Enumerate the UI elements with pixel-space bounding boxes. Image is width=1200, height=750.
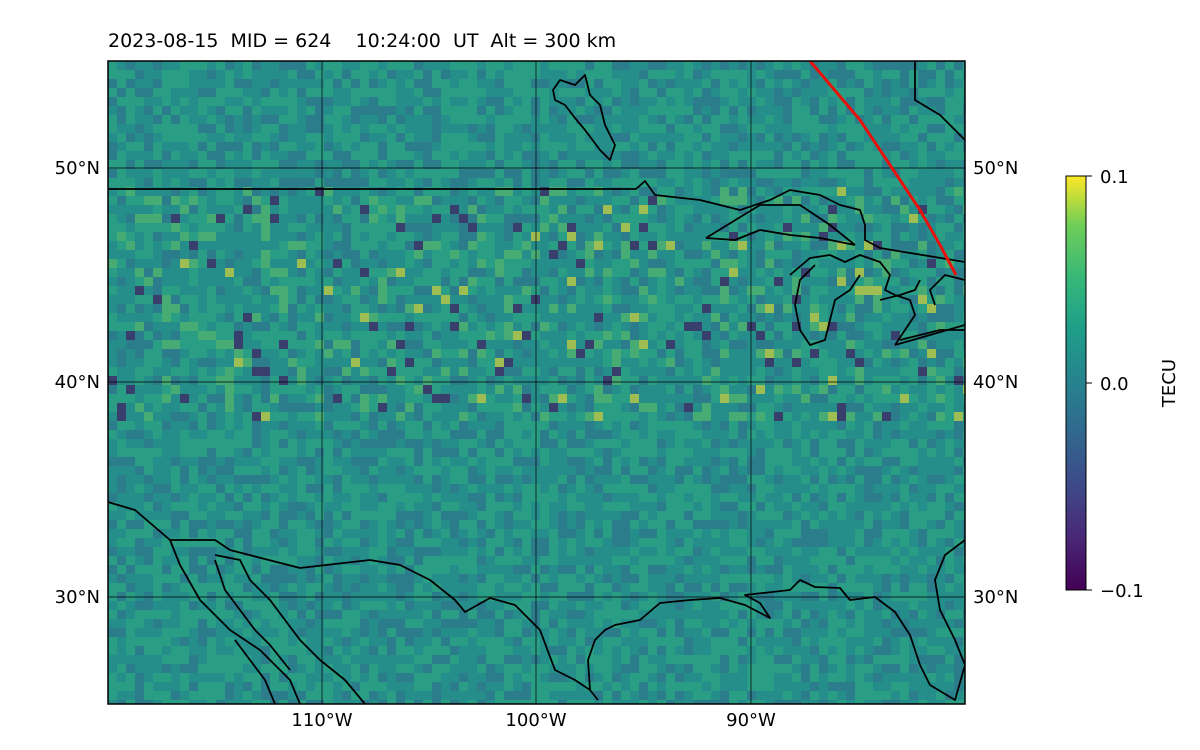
lat-labels-left: 50°N 40°N 30°N <box>55 158 100 608</box>
colorbar-gradient <box>1065 175 1087 591</box>
lat-label-left: 50°N <box>55 158 100 179</box>
lat-labels-right: 50°N 40°N 30°N <box>973 158 1018 608</box>
lat-label-right: 50°N <box>973 158 1018 179</box>
lat-label-left: 40°N <box>55 372 100 393</box>
colorbar-tick-min: −0.1 <box>1100 581 1144 602</box>
lon-label: 100°W <box>505 710 566 731</box>
colorbar-tick-max: 0.1 <box>1100 167 1129 188</box>
lat-label-right: 30°N <box>973 587 1018 608</box>
tec-data-cells <box>108 61 965 704</box>
map-frame <box>107 60 966 705</box>
colorbar-label: TECU <box>1159 359 1180 408</box>
terminator-line <box>808 61 958 276</box>
lon-label: 90°W <box>726 710 776 731</box>
colorbar-tick-zero: 0.0 <box>1100 374 1129 395</box>
lat-label-left: 30°N <box>55 587 100 608</box>
lat-label-right: 40°N <box>973 372 1018 393</box>
coastlines <box>108 61 965 704</box>
map-title: 2023-08-15 MID = 624 10:24:00 UT Alt = 3… <box>108 30 617 52</box>
graticule <box>108 61 965 704</box>
colorbar: 0.1 0.0 −0.1 TECU <box>1065 167 1180 602</box>
lon-labels: 110°W 100°W 90°W <box>291 710 776 731</box>
lon-label: 110°W <box>291 710 352 731</box>
